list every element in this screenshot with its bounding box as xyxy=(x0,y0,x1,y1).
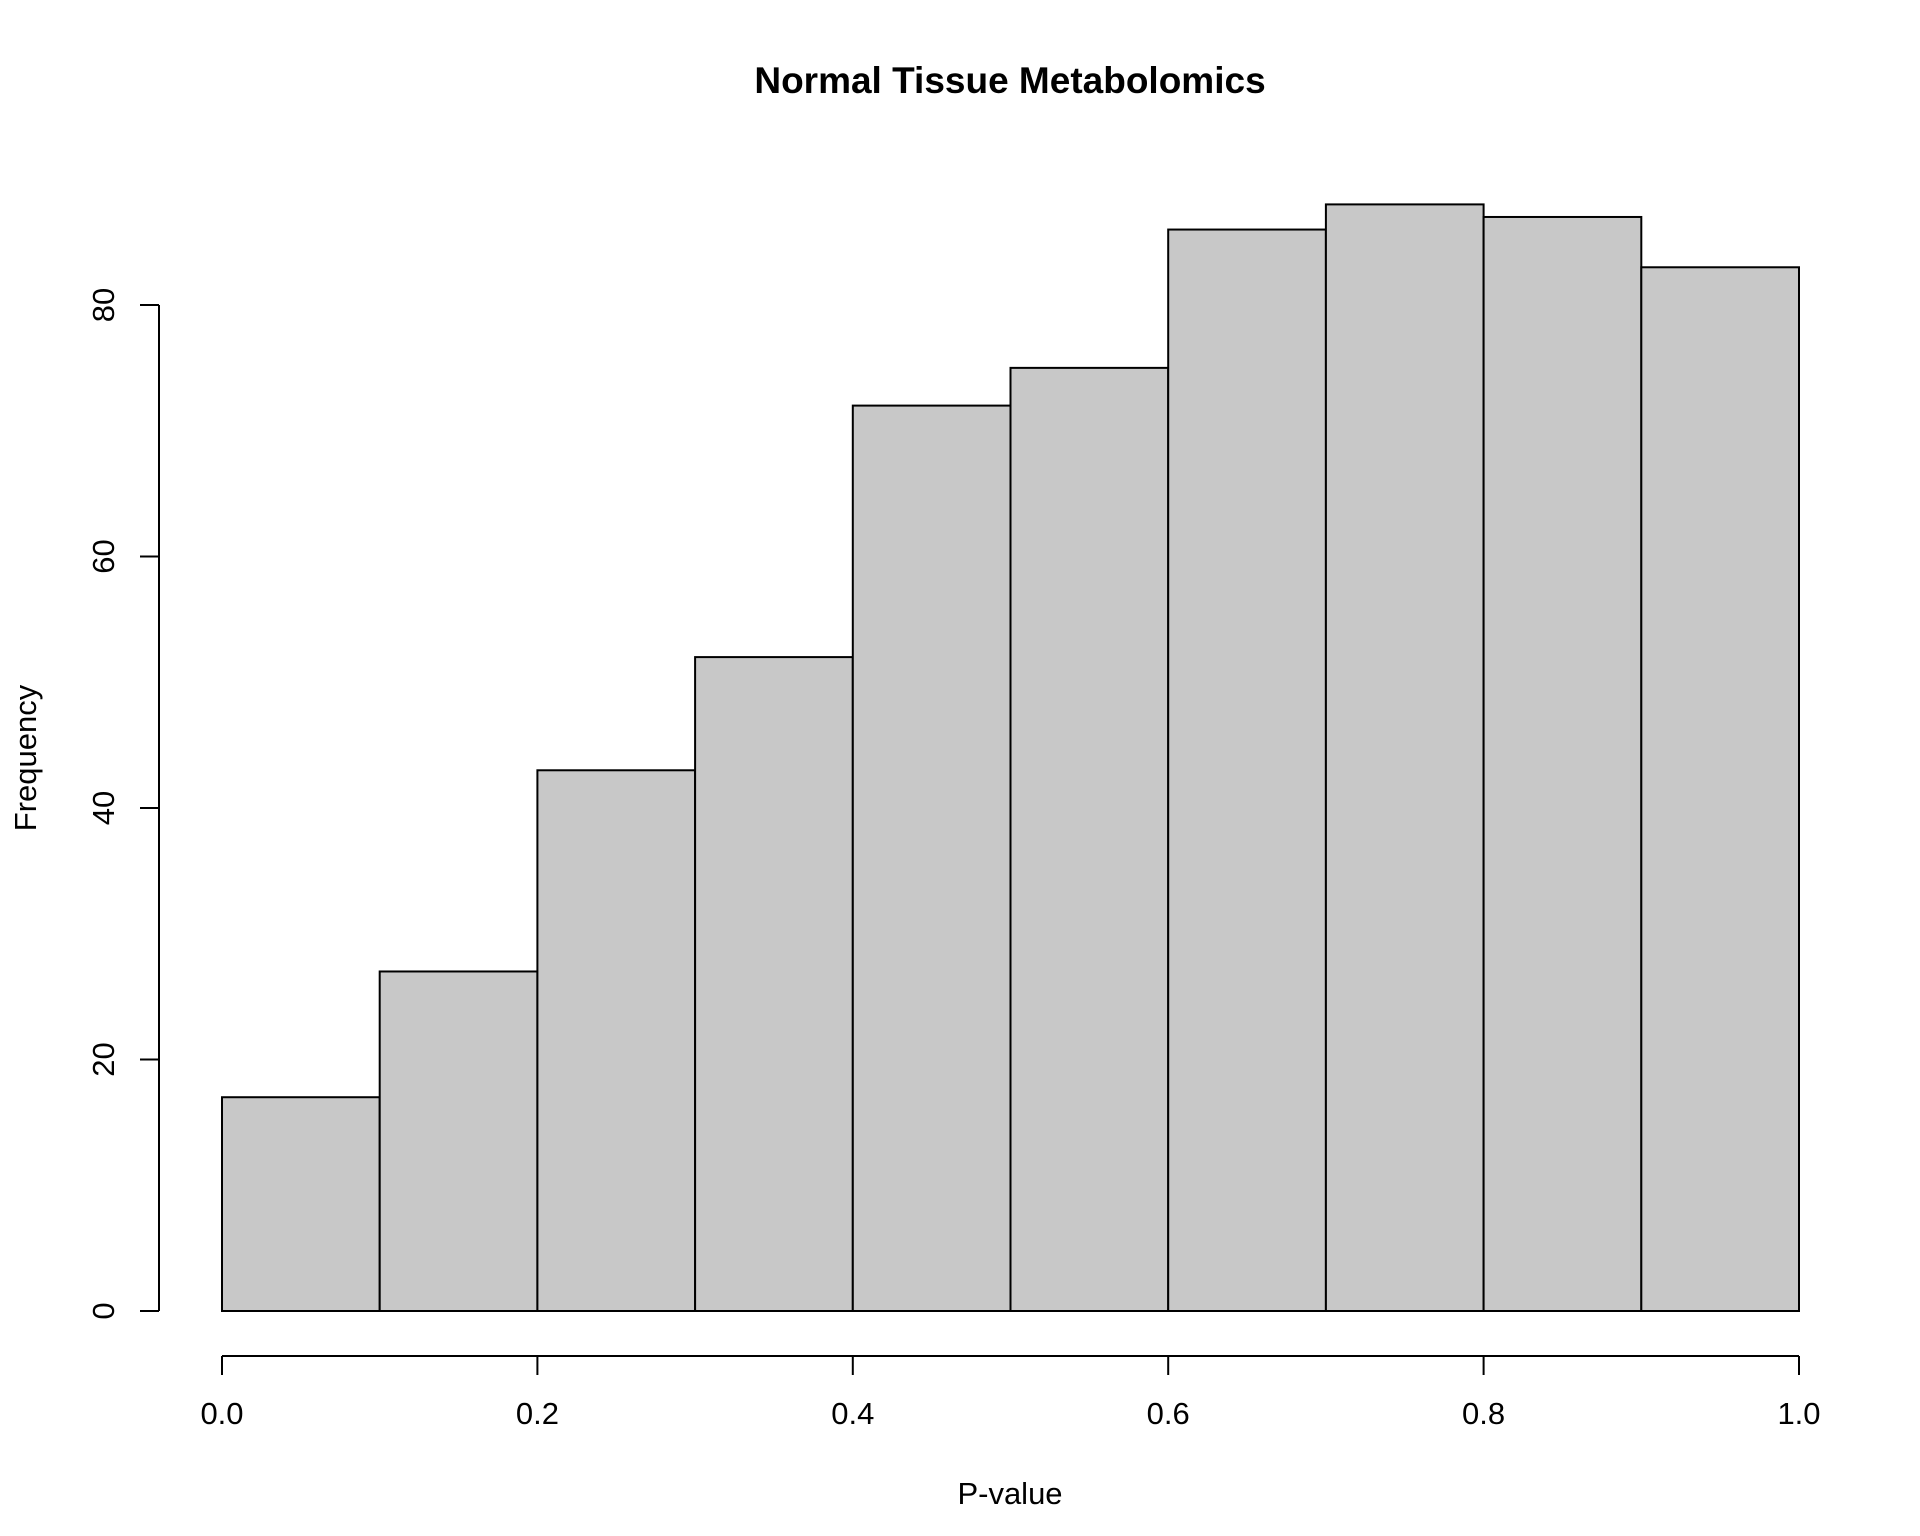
y-tick-label: 60 xyxy=(86,539,121,573)
x-tick-label: 1.0 xyxy=(1777,1396,1820,1431)
y-axis-title: Frequency xyxy=(8,684,43,831)
x-axis: 0.0 0.2 0.4 0.6 0.8 1.0 xyxy=(200,1355,1821,1431)
histogram-bar xyxy=(1324,203,1485,1312)
y-tick-label: 80 xyxy=(86,288,121,322)
histogram-bar xyxy=(1482,215,1643,1313)
y-tick-label: 20 xyxy=(86,1042,121,1076)
x-tick-label: 0.8 xyxy=(1462,1396,1505,1431)
x-tick-label: 0.6 xyxy=(1147,1396,1190,1431)
histogram-bar xyxy=(851,404,1012,1313)
bars-group xyxy=(221,203,1801,1313)
histogram-bar xyxy=(1640,266,1801,1312)
y-axis: 0 20 40 60 80 xyxy=(86,288,160,1320)
y-tick-label: 40 xyxy=(86,791,121,825)
histogram-bar xyxy=(536,769,697,1312)
histogram-bar xyxy=(1167,228,1327,1312)
histogram-bar xyxy=(1009,366,1170,1312)
histogram-bar xyxy=(694,656,854,1312)
x-tick-label: 0.4 xyxy=(831,1396,874,1431)
x-axis-title: P-value xyxy=(957,1476,1062,1511)
histogram-bar xyxy=(221,1096,381,1312)
chart-title: Normal Tissue Metabolomics xyxy=(754,60,1265,101)
x-tick-label: 0.0 xyxy=(200,1396,243,1431)
x-tick-label: 0.2 xyxy=(516,1396,559,1431)
y-tick-label: 0 xyxy=(86,1302,121,1319)
histogram-bar xyxy=(378,970,539,1312)
